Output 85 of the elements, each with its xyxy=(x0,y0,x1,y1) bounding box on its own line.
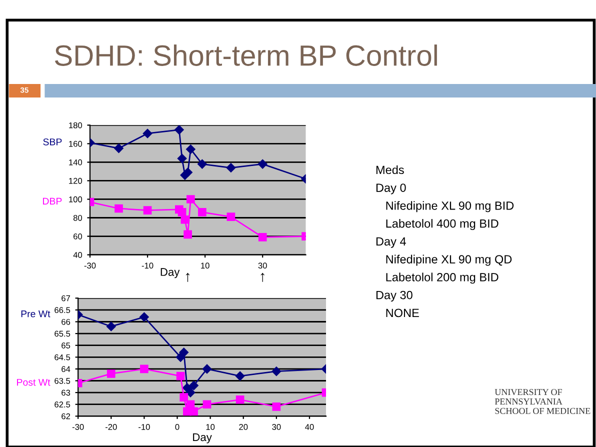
point xyxy=(174,125,184,134)
x-tick-label: 10 xyxy=(201,262,210,269)
point xyxy=(114,144,124,153)
text: Nifedipine XL 90 mg QD xyxy=(386,254,512,266)
text: Day 30 xyxy=(376,290,412,302)
x-tick-label: -30 xyxy=(84,262,96,269)
point xyxy=(190,407,198,416)
point xyxy=(140,364,148,374)
x-tick-label: -30 xyxy=(72,424,84,430)
point xyxy=(258,159,268,169)
text: UNIVERSITY OF PENNSYLVANIA SCHOOL OF MEDICINE xyxy=(494,389,590,414)
y-tick-label: 180 xyxy=(69,122,82,128)
text: Day 0 xyxy=(376,184,406,194)
point xyxy=(176,372,185,380)
point xyxy=(186,144,196,154)
text: DBP xyxy=(43,198,62,205)
y-tick-label: 63.5 xyxy=(54,378,70,384)
text: Labetolol 200 mg BID xyxy=(386,272,498,284)
x-tick-label: -10 xyxy=(142,262,154,269)
y-tick-label: 80 xyxy=(73,214,82,221)
x-tick-label: 40 xyxy=(305,424,314,430)
point xyxy=(198,159,207,169)
point xyxy=(106,370,116,378)
x-tick-label: -20 xyxy=(105,424,117,430)
y-tick-label: 66.5 xyxy=(54,307,70,314)
point xyxy=(272,402,281,411)
point xyxy=(114,204,123,213)
x-tick-label: 0 xyxy=(175,424,180,430)
point xyxy=(176,352,186,362)
text: Meds xyxy=(376,165,404,174)
text: ↑ xyxy=(186,272,190,282)
y-tick-label: 120 xyxy=(69,178,82,184)
y-tick-label: 64 xyxy=(62,366,70,372)
point xyxy=(235,371,245,381)
text: Day 4 xyxy=(376,237,406,248)
point xyxy=(189,380,198,390)
point xyxy=(202,400,212,409)
point xyxy=(226,212,236,221)
point xyxy=(179,348,188,358)
point xyxy=(183,168,192,178)
text: Labetolol 400 mg BID xyxy=(386,219,498,230)
y-tick-label: 66 xyxy=(62,318,70,325)
x-axis-title: Day xyxy=(160,268,180,278)
x-tick-label: 20 xyxy=(239,424,248,430)
y-tick-label: 62.5 xyxy=(54,402,70,408)
y-tick-label: 160 xyxy=(69,140,82,147)
x-tick-label: -10 xyxy=(138,424,150,430)
point xyxy=(186,195,195,204)
point xyxy=(140,312,149,322)
y-tick-label: 60 xyxy=(74,233,82,240)
y-tick-label: 64.5 xyxy=(54,354,70,360)
point xyxy=(272,366,282,376)
point xyxy=(178,208,186,216)
point xyxy=(198,208,206,216)
text: Nifedipine XL 90 mg BID xyxy=(386,201,514,212)
point xyxy=(180,215,190,224)
y-tick-label: 65 xyxy=(62,342,70,348)
point xyxy=(180,393,188,402)
point xyxy=(142,128,152,138)
point xyxy=(202,364,212,374)
point xyxy=(236,395,244,404)
x-tick-label: 30 xyxy=(258,262,267,269)
x-tick-label: 30 xyxy=(272,424,281,430)
text: Post Wt xyxy=(17,378,50,386)
y-tick-label: 100 xyxy=(69,196,82,202)
x-axis-title: Day xyxy=(193,433,212,444)
point xyxy=(143,206,152,215)
point xyxy=(226,163,236,172)
point xyxy=(106,322,116,332)
y-tick-label: 65.5 xyxy=(54,330,70,337)
point xyxy=(186,388,196,398)
point xyxy=(177,154,187,164)
y-tick-label: 62 xyxy=(62,413,70,420)
y-tick-label: 63 xyxy=(62,390,70,396)
text: SBP xyxy=(43,138,62,146)
y-tick-label: 40 xyxy=(73,252,82,258)
x-tick-label: 10 xyxy=(206,424,215,430)
y-tick-label: 67 xyxy=(62,295,70,302)
text: ↑ xyxy=(260,272,264,282)
y-tick-label: 140 xyxy=(69,159,82,166)
text: NONE xyxy=(386,308,419,318)
point xyxy=(184,230,192,239)
text: Pre Wt xyxy=(21,310,50,318)
point xyxy=(258,233,267,242)
chart-title: SDHD: Short-term BP Control xyxy=(54,44,437,66)
